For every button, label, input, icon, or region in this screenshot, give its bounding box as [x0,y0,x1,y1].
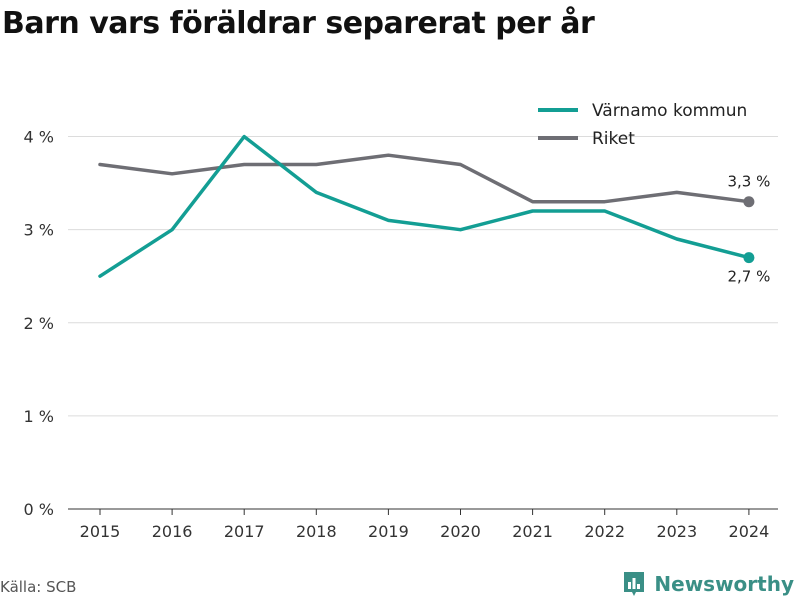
y-tick-label: 3 % [24,221,54,240]
chart-title: Barn vars föräldrar separerat per år [2,6,595,41]
x-tick-label: 2018 [296,522,337,541]
x-tick-label: 2017 [224,522,265,541]
y-tick-label: 0 % [24,500,54,519]
x-tick-label: 2019 [368,522,409,541]
legend: Värnamo kommun Riket [538,101,747,149]
x-tick-label: 2024 [729,522,770,541]
series-line-varnamo [98,134,751,278]
series-end-markers: 3,3 % 2,7 % [727,173,770,286]
brand-name: Newsworthy [654,572,794,596]
bar-chart-logo-icon [624,572,645,596]
x-tick-label: 2023 [656,522,697,541]
x-axis [68,508,778,515]
brand-logo: Newsworthy [622,570,794,598]
end-value-label: 3,3 % [727,173,770,191]
x-tick-label: 2021 [512,522,553,541]
end-point-marker [743,196,755,208]
y-tick-label: 1 % [24,407,54,426]
x-tick-label: 2016 [152,522,193,541]
y-tick-label: 4 % [24,128,54,147]
x-tick-label: 2022 [584,522,625,541]
series-line-riket [98,153,751,204]
end-point-marker [743,252,755,264]
end-value-label: 2,7 % [727,268,770,286]
grid-lines [68,136,778,417]
legend-label: Riket [592,129,635,149]
x-tick-label: 2015 [80,522,121,541]
y-axis-labels: 0 % 1 % 2 % 3 % 4 % [24,128,54,519]
legend-label: Värnamo kommun [592,101,747,121]
series-lines [98,134,751,278]
y-tick-label: 2 % [24,314,54,333]
source-note: Källa: SCB [0,578,77,596]
x-axis-labels: 2015 2016 2017 2018 2019 2020 2021 2022 2023 2024 [80,522,770,541]
x-tick-label: 2020 [440,522,481,541]
